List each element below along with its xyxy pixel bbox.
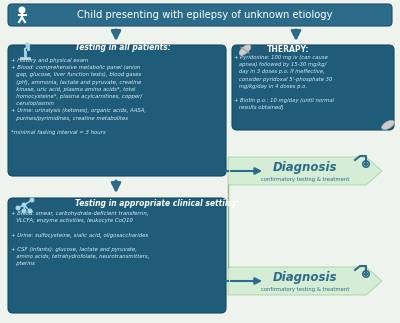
Circle shape	[365, 163, 367, 165]
Circle shape	[365, 273, 367, 275]
Text: Child presenting with epilepsy of unknown etiology: Child presenting with epilepsy of unknow…	[77, 10, 333, 20]
FancyBboxPatch shape	[8, 45, 226, 176]
Circle shape	[30, 198, 34, 202]
FancyBboxPatch shape	[8, 198, 226, 313]
Text: Testing in all patients:: Testing in all patients:	[75, 44, 171, 53]
Text: + History and physical exam
+ Blood: comprehensive metabolic panel (anion
   gap: + History and physical exam + Blood: com…	[11, 58, 146, 135]
Circle shape	[19, 7, 25, 13]
Polygon shape	[228, 157, 382, 185]
Circle shape	[16, 206, 20, 210]
Circle shape	[28, 209, 32, 213]
Text: THERAPY:: THERAPY:	[267, 46, 309, 55]
FancyBboxPatch shape	[8, 4, 392, 26]
Text: + Pyridoxine: 100 mg iv (can cause
   apnea) followed by 15-30 mg/kg/
   day in : + Pyridoxine: 100 mg iv (can cause apnea…	[234, 55, 334, 110]
Circle shape	[22, 203, 26, 207]
Text: Diagnosis: Diagnosis	[273, 270, 337, 284]
Polygon shape	[228, 267, 382, 295]
Ellipse shape	[239, 45, 251, 55]
Text: Diagnosis: Diagnosis	[273, 161, 337, 173]
Text: confirmatory testing & treatment: confirmatory testing & treatment	[261, 287, 349, 291]
Ellipse shape	[382, 120, 394, 130]
Text: Testing in appropriate clinical setting:: Testing in appropriate clinical setting:	[75, 199, 239, 207]
FancyBboxPatch shape	[232, 45, 394, 130]
Text: confirmatory testing & treatment: confirmatory testing & treatment	[261, 176, 349, 182]
Circle shape	[22, 209, 26, 213]
Text: + Blood: smear, carbohydrate-deficient transferrin,
   VLCFA, enzyme activities,: + Blood: smear, carbohydrate-deficient t…	[11, 211, 149, 266]
Circle shape	[26, 43, 29, 46]
